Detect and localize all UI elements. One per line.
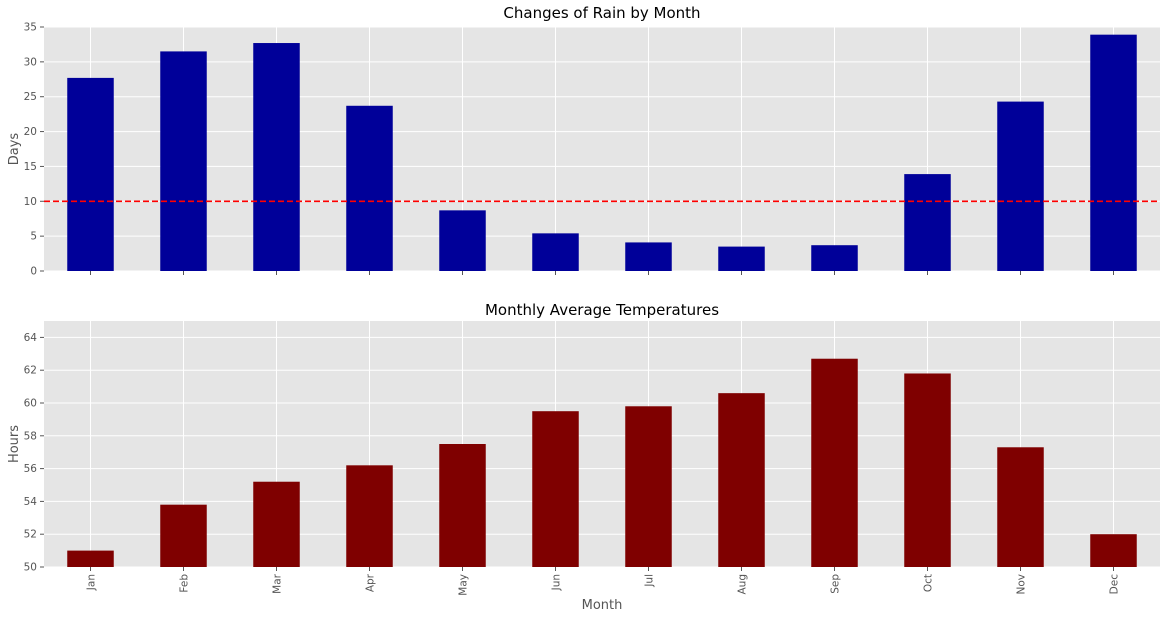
bar-nov <box>997 101 1044 271</box>
y-tick-label: 30 <box>24 56 37 68</box>
bar-mar <box>253 481 300 567</box>
x-tick-label: Aug <box>737 574 749 595</box>
bar-aug <box>718 246 765 271</box>
bar-jun <box>532 411 579 567</box>
y-tick-label: 58 <box>24 430 37 442</box>
bar-feb <box>160 51 207 272</box>
y-tick-label: 56 <box>24 463 38 475</box>
bar-sep <box>811 245 858 271</box>
x-tick-label: Jan <box>86 574 98 591</box>
bar-jun <box>532 233 579 271</box>
y-tick-label: 5 <box>30 231 37 243</box>
y-tick-label: 20 <box>24 126 37 138</box>
x-axis-label: Month <box>582 598 623 613</box>
x-tick-label: Apr <box>365 573 377 592</box>
bar-jan <box>67 550 114 567</box>
y-tick-label: 10 <box>24 196 37 208</box>
plot-area <box>44 321 1160 567</box>
bar-aug <box>718 393 765 567</box>
y-tick-label: 0 <box>30 266 37 278</box>
bar-sep <box>811 358 858 567</box>
bar-jul <box>625 242 672 271</box>
x-tick-label: Nov <box>1016 574 1028 595</box>
bar-jul <box>625 406 672 567</box>
y-tick-label: 25 <box>24 91 37 103</box>
y-tick-label: 64 <box>24 332 38 344</box>
chart-title: Changes of Rain by Month <box>503 4 700 22</box>
bar-dec <box>1090 34 1137 271</box>
x-tick-label: Mar <box>272 573 284 593</box>
y-tick-label: 54 <box>24 496 38 508</box>
x-tick-label: Dec <box>1109 574 1121 595</box>
plot-area <box>44 27 1160 271</box>
y-tick-label: 60 <box>24 398 37 410</box>
bar-jan <box>67 77 114 272</box>
x-tick-label: May <box>458 574 470 596</box>
bar-oct <box>904 373 951 567</box>
y-tick-label: 35 <box>24 22 37 34</box>
bar-feb <box>160 504 207 567</box>
bar-mar <box>253 43 300 271</box>
y-tick-label: 52 <box>24 529 37 541</box>
bar-dec <box>1090 534 1137 567</box>
bar-oct <box>904 174 951 271</box>
bar-nov <box>997 447 1044 567</box>
x-tick-label: Jun <box>551 574 563 591</box>
bar-apr <box>346 105 393 271</box>
x-tick-label: Sep <box>830 574 842 594</box>
y-axis-label: Hours <box>7 425 22 463</box>
chart-panel-1: 0 5 10 15 20 25 30 35 Changes of Rain by Month Da… <box>7 4 1160 278</box>
y-axis-label: Days <box>7 133 22 166</box>
y-tick-label: 15 <box>24 161 37 173</box>
bar-apr <box>346 465 393 567</box>
chart-title: Monthly Average Temperatures <box>485 301 719 319</box>
y-tick-label: 50 <box>24 562 37 574</box>
x-tick-label: Jul <box>644 574 656 588</box>
x-tick-label: Oct <box>923 574 935 592</box>
bar-may <box>439 210 486 271</box>
chart-panel-2: 50 52 54 56 58 60 62 64 Jan Feb Mar Apr May Jun Jul Aug… <box>7 301 1160 613</box>
x-tick-label: Feb <box>179 574 191 593</box>
y-tick-label: 62 <box>24 365 37 377</box>
bar-may <box>439 444 486 567</box>
